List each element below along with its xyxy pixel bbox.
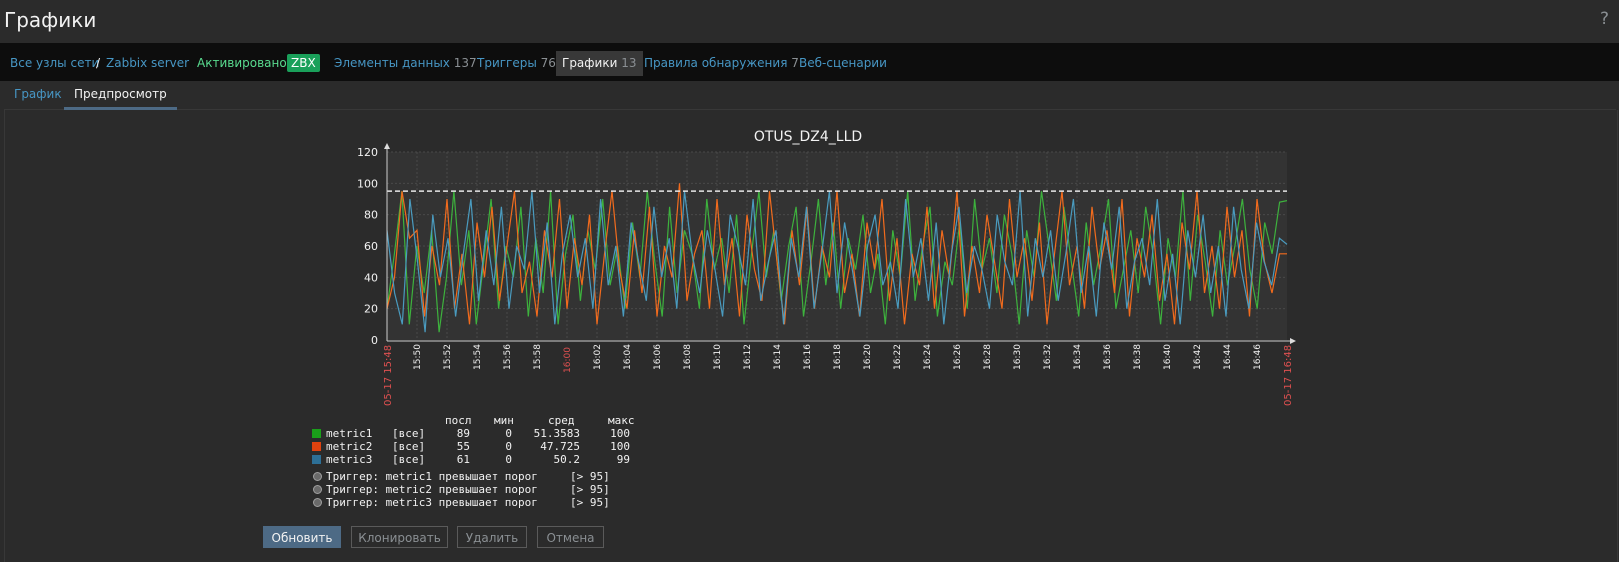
tab-preview[interactable]: Предпросмотр: [64, 87, 177, 110]
legend-scope: [все]: [392, 427, 426, 440]
legend-trigger-text: Триггер: metric1 превышает порог: [326, 470, 538, 483]
page-title: Графики: [4, 8, 97, 32]
legend-row: metric1 [все] 89 0 51.3583 100: [312, 427, 652, 440]
legend-rows: metric1 [все] 89 0 51.3583 100 metric2 [все] 55 0…: [312, 427, 652, 466]
legend-series-name: metric3: [326, 453, 373, 466]
legend-last: 55: [456, 440, 470, 453]
legend-swatch: [312, 455, 321, 464]
legend-row: metric2 [все] 55 0 47.725 100: [312, 440, 652, 453]
legend-min: 0: [505, 427, 512, 440]
legend-col-min: мин: [494, 414, 514, 427]
legend-col-max: макс: [608, 414, 635, 427]
breadcrumb-host[interactable]: Zabbix server: [106, 56, 190, 70]
nav-graphs[interactable]: Графики 13: [556, 51, 643, 76]
legend-max: 100: [610, 427, 630, 440]
nav-triggers-label: Триггеры: [477, 56, 537, 70]
legend-avg: 50.2: [553, 453, 581, 466]
trigger-indicator-icon: [313, 498, 322, 507]
legend-col-last: посл: [445, 414, 472, 427]
trigger-indicator-icon: [313, 472, 322, 481]
tab-graph[interactable]: График: [14, 87, 62, 101]
legend-scope: [все]: [392, 453, 426, 466]
legend-swatch: [312, 429, 321, 438]
host-status[interactable]: Активировано: [197, 56, 287, 70]
breadcrumb-separator: /: [96, 56, 101, 70]
legend-avg: 51.3583: [533, 427, 580, 440]
legend-last: 89: [456, 427, 470, 440]
form-tabs: График Предпросмотр: [4, 81, 1616, 110]
legend-last: 61: [456, 453, 470, 466]
legend-min: 0: [505, 453, 512, 466]
legend-max: 99: [616, 453, 630, 466]
nav-triggers[interactable]: Триггеры 76: [477, 56, 556, 70]
nav-items[interactable]: Элементы данных 137: [334, 56, 477, 70]
legend-scope: [все]: [392, 440, 426, 453]
legend-series-name: metric2: [326, 440, 373, 453]
nav-items-count: 137: [453, 56, 477, 70]
help-icon[interactable]: ?: [1599, 9, 1609, 29]
nav-triggers-count: 76: [540, 56, 556, 70]
delete-button[interactable]: Удалить: [457, 526, 527, 548]
legend-trigger-condition: [> 95]: [570, 496, 610, 509]
legend-min: 0: [505, 440, 512, 453]
host-navigation: Все узлы сети / Zabbix server Активирова…: [0, 43, 1619, 81]
legend-max: 100: [610, 440, 630, 453]
legend-trigger-condition: [> 95]: [570, 470, 610, 483]
nav-graphs-label: Графики: [562, 56, 618, 70]
legend-avg: 47.725: [540, 440, 580, 453]
legend-trigger-row: Триггер: metric2 превышает порог [> 95]: [312, 483, 652, 496]
legend-trigger-condition: [> 95]: [570, 483, 610, 496]
legend-swatch: [312, 442, 321, 451]
legend-row: metric3 [все] 61 0 50.2 99: [312, 453, 652, 466]
preview-panel: [4, 110, 1618, 562]
nav-web-scenarios[interactable]: Веб-сценарии: [799, 56, 887, 70]
legend-trigger-text: Триггер: metric3 превышает порог: [326, 496, 538, 509]
legend-trigger-text: Триггер: metric2 превышает порог: [326, 483, 538, 496]
legend-trigger-row: Триггер: metric1 превышает порог [> 95]: [312, 470, 652, 483]
trigger-indicator-icon: [313, 485, 322, 494]
nav-items-label: Элементы данных: [334, 56, 450, 70]
legend-trigger-row: Триггер: metric3 превышает порог [> 95]: [312, 496, 652, 509]
legend-header: посл мин сред макс: [312, 414, 652, 427]
legend-triggers: Триггер: metric1 превышает порог [> 95] Тр…: [312, 470, 652, 509]
breadcrumb-all-hosts[interactable]: Все узлы сети: [10, 56, 100, 70]
nav-discovery-count: 7: [791, 56, 799, 70]
chart-legend: посл мин сред макс metric1 [все] 89 0 51.358…: [312, 414, 652, 509]
legend-series-name: metric1: [326, 427, 373, 440]
legend-col-avg: сред: [548, 414, 575, 427]
update-button[interactable]: Обновить: [263, 526, 341, 548]
zbx-availability-badge: ZBX: [287, 54, 320, 72]
clone-button[interactable]: Клонировать: [351, 526, 448, 548]
page-header: Графики ?: [0, 0, 1619, 44]
nav-graphs-count: 13: [621, 56, 637, 70]
nav-discovery[interactable]: Правила обнаружения 7: [644, 56, 799, 70]
nav-discovery-label: Правила обнаружения: [644, 56, 788, 70]
cancel-button[interactable]: Отмена: [537, 526, 604, 548]
